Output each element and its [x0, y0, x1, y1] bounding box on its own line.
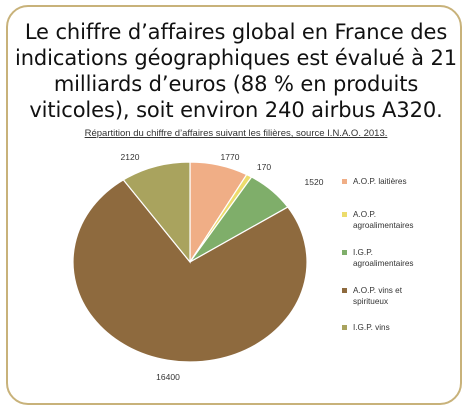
pie-slice-4 [72, 179, 308, 363]
value-label-5: 2120 [121, 152, 140, 162]
legend-label-1: A.O.P. laitières [353, 177, 407, 186]
pie-slice-5 [122, 161, 191, 264]
legend-swatch-4 [342, 288, 347, 293]
legend-label-5: I.G.P. vins [353, 323, 390, 332]
legend-label-4: A.O.P. vins et spiritueux [353, 286, 403, 306]
legend-swatch-1 [342, 179, 347, 184]
legend-swatch-2 [342, 212, 347, 217]
value-label-2: 170 [257, 162, 271, 172]
value-label-3: 1520 [305, 177, 324, 187]
value-label-1: 1770 [221, 152, 240, 162]
legend-label-2: A.O.P. agroalimentaires [353, 210, 414, 230]
legend-label-3: I.G.P. agroalimentaires [353, 248, 414, 268]
chart-title: Répartition du chiffre d’affaires suivan… [84, 128, 388, 139]
value-label-4: 16400 [156, 372, 180, 382]
legend-swatch-3 [342, 250, 347, 255]
legend-swatch-5 [342, 325, 347, 330]
headline-text: Le chiffre d’affaires global en France d… [14, 20, 458, 122]
